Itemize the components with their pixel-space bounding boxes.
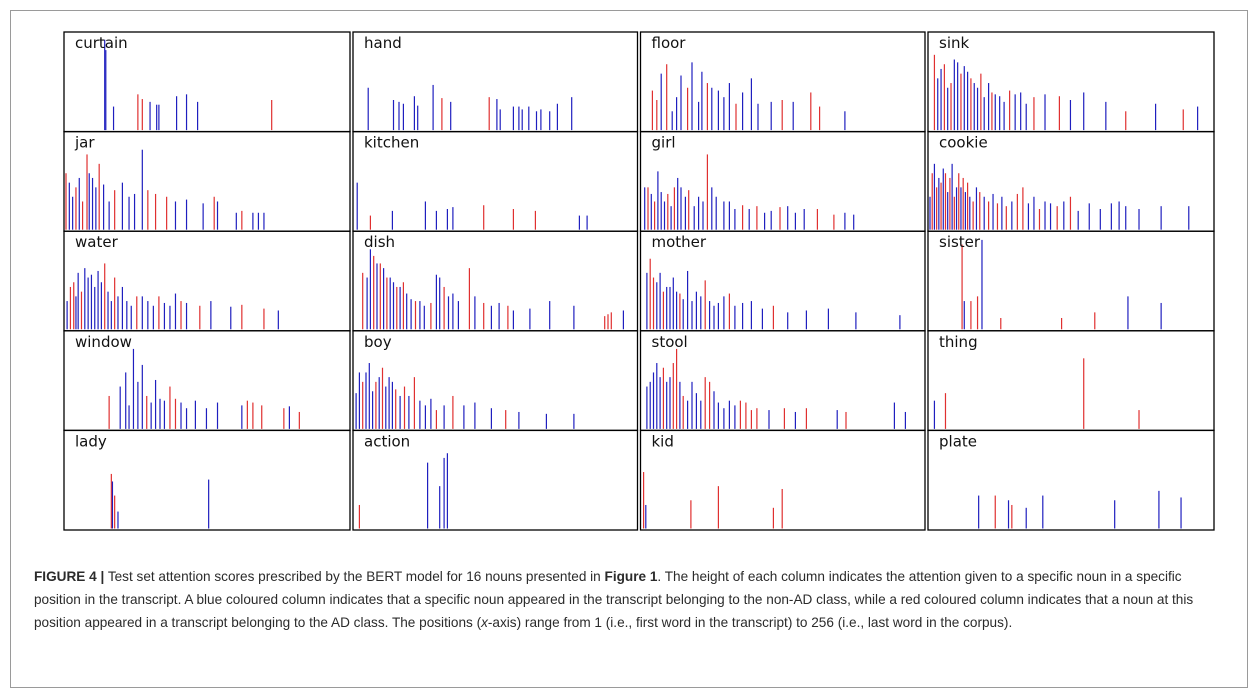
panel-title: window <box>75 333 132 351</box>
panel-title: kitchen <box>364 134 419 152</box>
panel-title: sink <box>939 34 969 52</box>
panel-title: thing <box>939 333 978 351</box>
panel-title: mother <box>652 233 707 251</box>
panel-title: dish <box>364 233 395 251</box>
panel-frame <box>927 429 1215 531</box>
figure-frame <box>10 10 1248 688</box>
panel-cookie: cookie <box>927 130 1215 232</box>
panel-sink: sink <box>927 31 1215 133</box>
panel-frame <box>639 130 926 232</box>
panel-plate: plate <box>927 429 1215 531</box>
panel-frame <box>63 130 351 232</box>
panel-floor: floor <box>639 31 926 133</box>
panel-title: girl <box>652 134 676 152</box>
panel-title: kid <box>652 432 674 450</box>
panel-jar: jar <box>63 130 351 232</box>
caption-text-3: -axis) range from 1 (i.e., first word in… <box>487 615 1013 630</box>
panel-frame <box>63 429 351 531</box>
panel-sister: sister <box>927 230 1215 332</box>
panel-window: window <box>63 330 351 432</box>
panel-thing: thing <box>927 330 1215 432</box>
panel-title: floor <box>652 34 687 52</box>
panel-title: curtain <box>75 34 128 52</box>
panel-frame <box>352 230 639 332</box>
panel-title: lady <box>75 432 107 450</box>
caption-text-1: Test set attention scores prescribed by … <box>107 569 601 584</box>
panel-title: sister <box>939 233 981 251</box>
panel-title: jar <box>74 134 95 152</box>
panel-stool: stool <box>639 330 926 432</box>
panel-frame <box>639 429 926 531</box>
panel-curtain: curtain <box>63 31 351 133</box>
caption-figure-ref: Figure 1 <box>604 569 658 584</box>
panel-title: hand <box>364 34 402 52</box>
panel-action: action <box>352 429 639 531</box>
panel-lady: lady <box>63 429 351 531</box>
panel-title: boy <box>364 333 392 351</box>
panel-water: water <box>63 230 351 332</box>
panel-hand: hand <box>352 31 639 133</box>
panel-kitchen: kitchen <box>352 130 639 232</box>
panel-title: water <box>75 233 119 251</box>
panel-title: action <box>364 432 410 450</box>
panel-boy: boy <box>352 330 639 432</box>
panel-kid: kid <box>639 429 926 531</box>
caption-text-2: . The height of each column indicates th… <box>34 569 1194 630</box>
figure-caption: FIGURE 4 | Test set attention scores pre… <box>34 565 1224 634</box>
panel-dish: dish <box>352 230 639 332</box>
panel-title: cookie <box>939 134 988 152</box>
panel-title: stool <box>652 333 688 351</box>
panel-mother: mother <box>639 230 926 332</box>
caption-x-variable: x <box>481 615 488 630</box>
panel-frame <box>352 429 639 531</box>
caption-label: FIGURE 4 | <box>34 569 105 584</box>
panel-girl: girl <box>639 130 926 232</box>
panel-title: plate <box>939 432 977 450</box>
